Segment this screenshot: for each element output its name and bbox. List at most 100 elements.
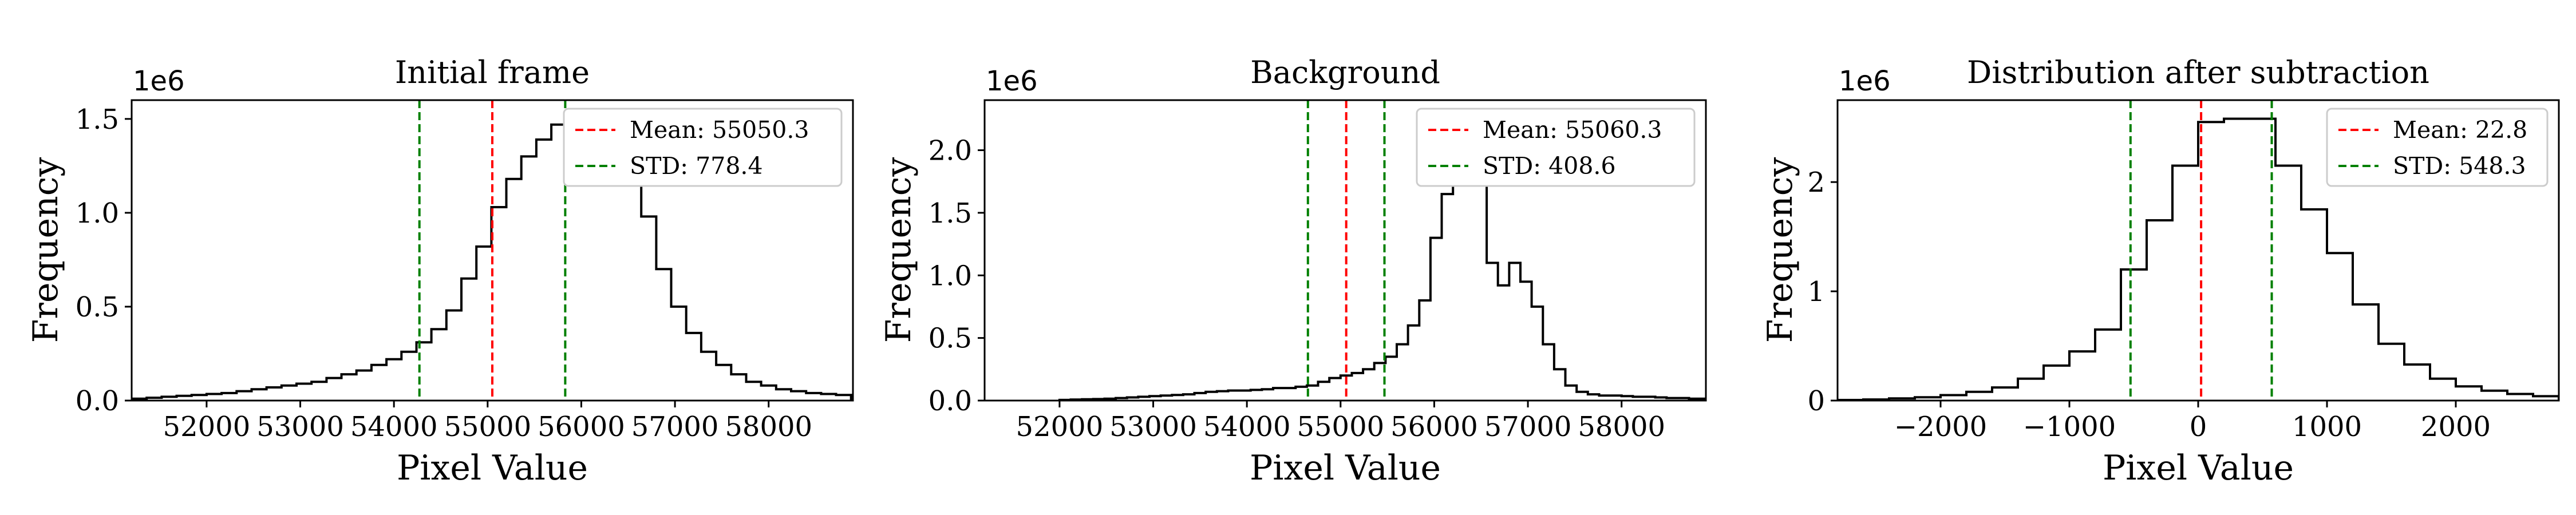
y-tick-label: 1: [1807, 276, 1825, 308]
x-tick-label: −2000: [1894, 411, 1987, 443]
x-tick-label: 54000: [350, 411, 438, 443]
x-tick-label: 58000: [1578, 411, 1665, 443]
legend: Mean: 55060.3 STD: 408.6: [1416, 108, 1696, 187]
histogram-bin: [1588, 394, 1599, 401]
y-tick-label: 1.5: [76, 104, 119, 136]
histogram-bin: [791, 391, 806, 401]
histogram-bin: [1520, 282, 1532, 401]
x-axis-label: Pixel Value: [397, 448, 588, 488]
plot-area: −2000 −1000 0 1000 2000 0 1 2: [1807, 99, 2560, 443]
x-tick-label: 53000: [256, 411, 344, 443]
histogram-bin: [2327, 253, 2353, 401]
x-tick-label: −1000: [2023, 411, 2116, 443]
histogram-bin: [2507, 394, 2533, 401]
y-scale-label: 1e6: [1839, 65, 1891, 97]
histogram-bin: [1442, 194, 1453, 401]
histogram-bin: [461, 279, 476, 401]
panel-background: Background 1e6 Frequency Pixel Value 520…: [879, 54, 1707, 488]
x-tick-label: 58000: [725, 411, 812, 443]
histogram-bin: [1509, 263, 1520, 401]
panel-after-subtraction: Distribution after subtraction 1e6 Frequ…: [1760, 54, 2560, 488]
histogram-bin: [1285, 388, 1296, 401]
x-tick-label: 55000: [444, 411, 531, 443]
x-tick-label: 57000: [631, 411, 719, 443]
histogram-bin: [1397, 344, 1408, 401]
x-tick-label: 52000: [163, 411, 251, 443]
histogram-bin: [1251, 390, 1262, 401]
histogram-bin: [2275, 166, 2301, 401]
histogram-bin: [326, 378, 341, 401]
y-tick-label: 1.5: [929, 197, 972, 229]
histogram-bin: [1966, 392, 1992, 401]
x-tick-label: 57000: [1484, 411, 1572, 443]
histogram-bin: [1577, 392, 1588, 401]
x-tick-label: 2000: [2421, 411, 2491, 443]
histogram-bin: [1217, 391, 1228, 401]
legend-frame: [563, 108, 843, 187]
histogram-bin: [2404, 365, 2430, 401]
legend-label-std: STD: 548.3: [2393, 152, 2526, 180]
histogram-bin: [297, 384, 311, 401]
histogram-bin: [252, 389, 267, 401]
histogram-bin: [1239, 391, 1251, 401]
histogram-outline: [1058, 114, 1706, 401]
histogram-bin: [626, 175, 641, 401]
y-tick-label: 0.0: [76, 385, 119, 417]
histogram-bin: [806, 393, 821, 401]
y-axis-label: Frequency: [26, 157, 66, 343]
histogram-bin: [401, 352, 416, 401]
histogram-bin: [507, 179, 521, 401]
histogram-bin: [1273, 388, 1285, 401]
histogram-bin: [1183, 394, 1195, 401]
histogram-bin: [1554, 369, 1566, 401]
histogram-bin: [731, 374, 746, 401]
histogram-bin: [476, 247, 491, 401]
legend-frame: [1416, 108, 1696, 187]
histogram-bin: [2172, 166, 2198, 401]
x-tick-label: 56000: [1390, 411, 1478, 443]
histogram-bin: [1431, 238, 1442, 401]
histogram-bin: [1408, 326, 1420, 401]
histogram-bin: [2456, 386, 2482, 401]
histogram-bin: [1419, 300, 1431, 401]
histogram-bin: [686, 333, 701, 401]
histogram-outline: [1838, 117, 2559, 401]
y-tick-label: 2: [1807, 167, 1825, 199]
y-scale-label: 1e6: [133, 65, 185, 97]
y-axis-label: Frequency: [879, 157, 919, 343]
histogram-bin: [1318, 382, 1330, 401]
y-tick-label: 1.0: [76, 197, 119, 229]
axes-frame: [131, 99, 854, 402]
histogram-bin: [222, 393, 236, 401]
histogram-bin: [311, 382, 326, 401]
histogram-bin: [2482, 391, 2507, 401]
histogram-bin: [2430, 379, 2456, 401]
histogram-bin: [1352, 373, 1364, 401]
histogram-series: [1058, 100, 1706, 401]
histogram-bin: [1543, 344, 1554, 401]
x-axis-label: Pixel Value: [1250, 448, 1441, 488]
y-tick-label: 0.5: [76, 291, 119, 323]
histogram-bin: [1206, 392, 1217, 401]
histogram-bin: [761, 386, 776, 401]
chart-title: Background: [1250, 54, 1440, 90]
histogram-bin: [432, 329, 447, 401]
histogram-bin: [1195, 393, 1206, 401]
x-tick-label: 52000: [1016, 411, 1104, 443]
histogram-bin: [447, 311, 461, 401]
histogram-bin: [236, 391, 251, 401]
legend-label-mean: Mean: 55060.3: [1483, 116, 1662, 144]
y-tick-label: 1.0: [929, 260, 972, 292]
histogram-bin: [386, 359, 401, 401]
histogram-bin: [1385, 356, 1397, 401]
histogram-bin: [2121, 270, 2147, 401]
histogram-bin: [342, 374, 357, 401]
histogram-bin: [1498, 286, 1510, 401]
histogram-bin: [2095, 330, 2121, 401]
legend-label-mean: Mean: 22.8: [2393, 116, 2527, 144]
chart-title: Distribution after subtraction: [1967, 54, 2429, 90]
histogram-bin: [2224, 119, 2250, 401]
histogram-bin: [1228, 391, 1240, 401]
x-tick-label: 53000: [1109, 411, 1197, 443]
histogram-bin: [746, 382, 761, 401]
